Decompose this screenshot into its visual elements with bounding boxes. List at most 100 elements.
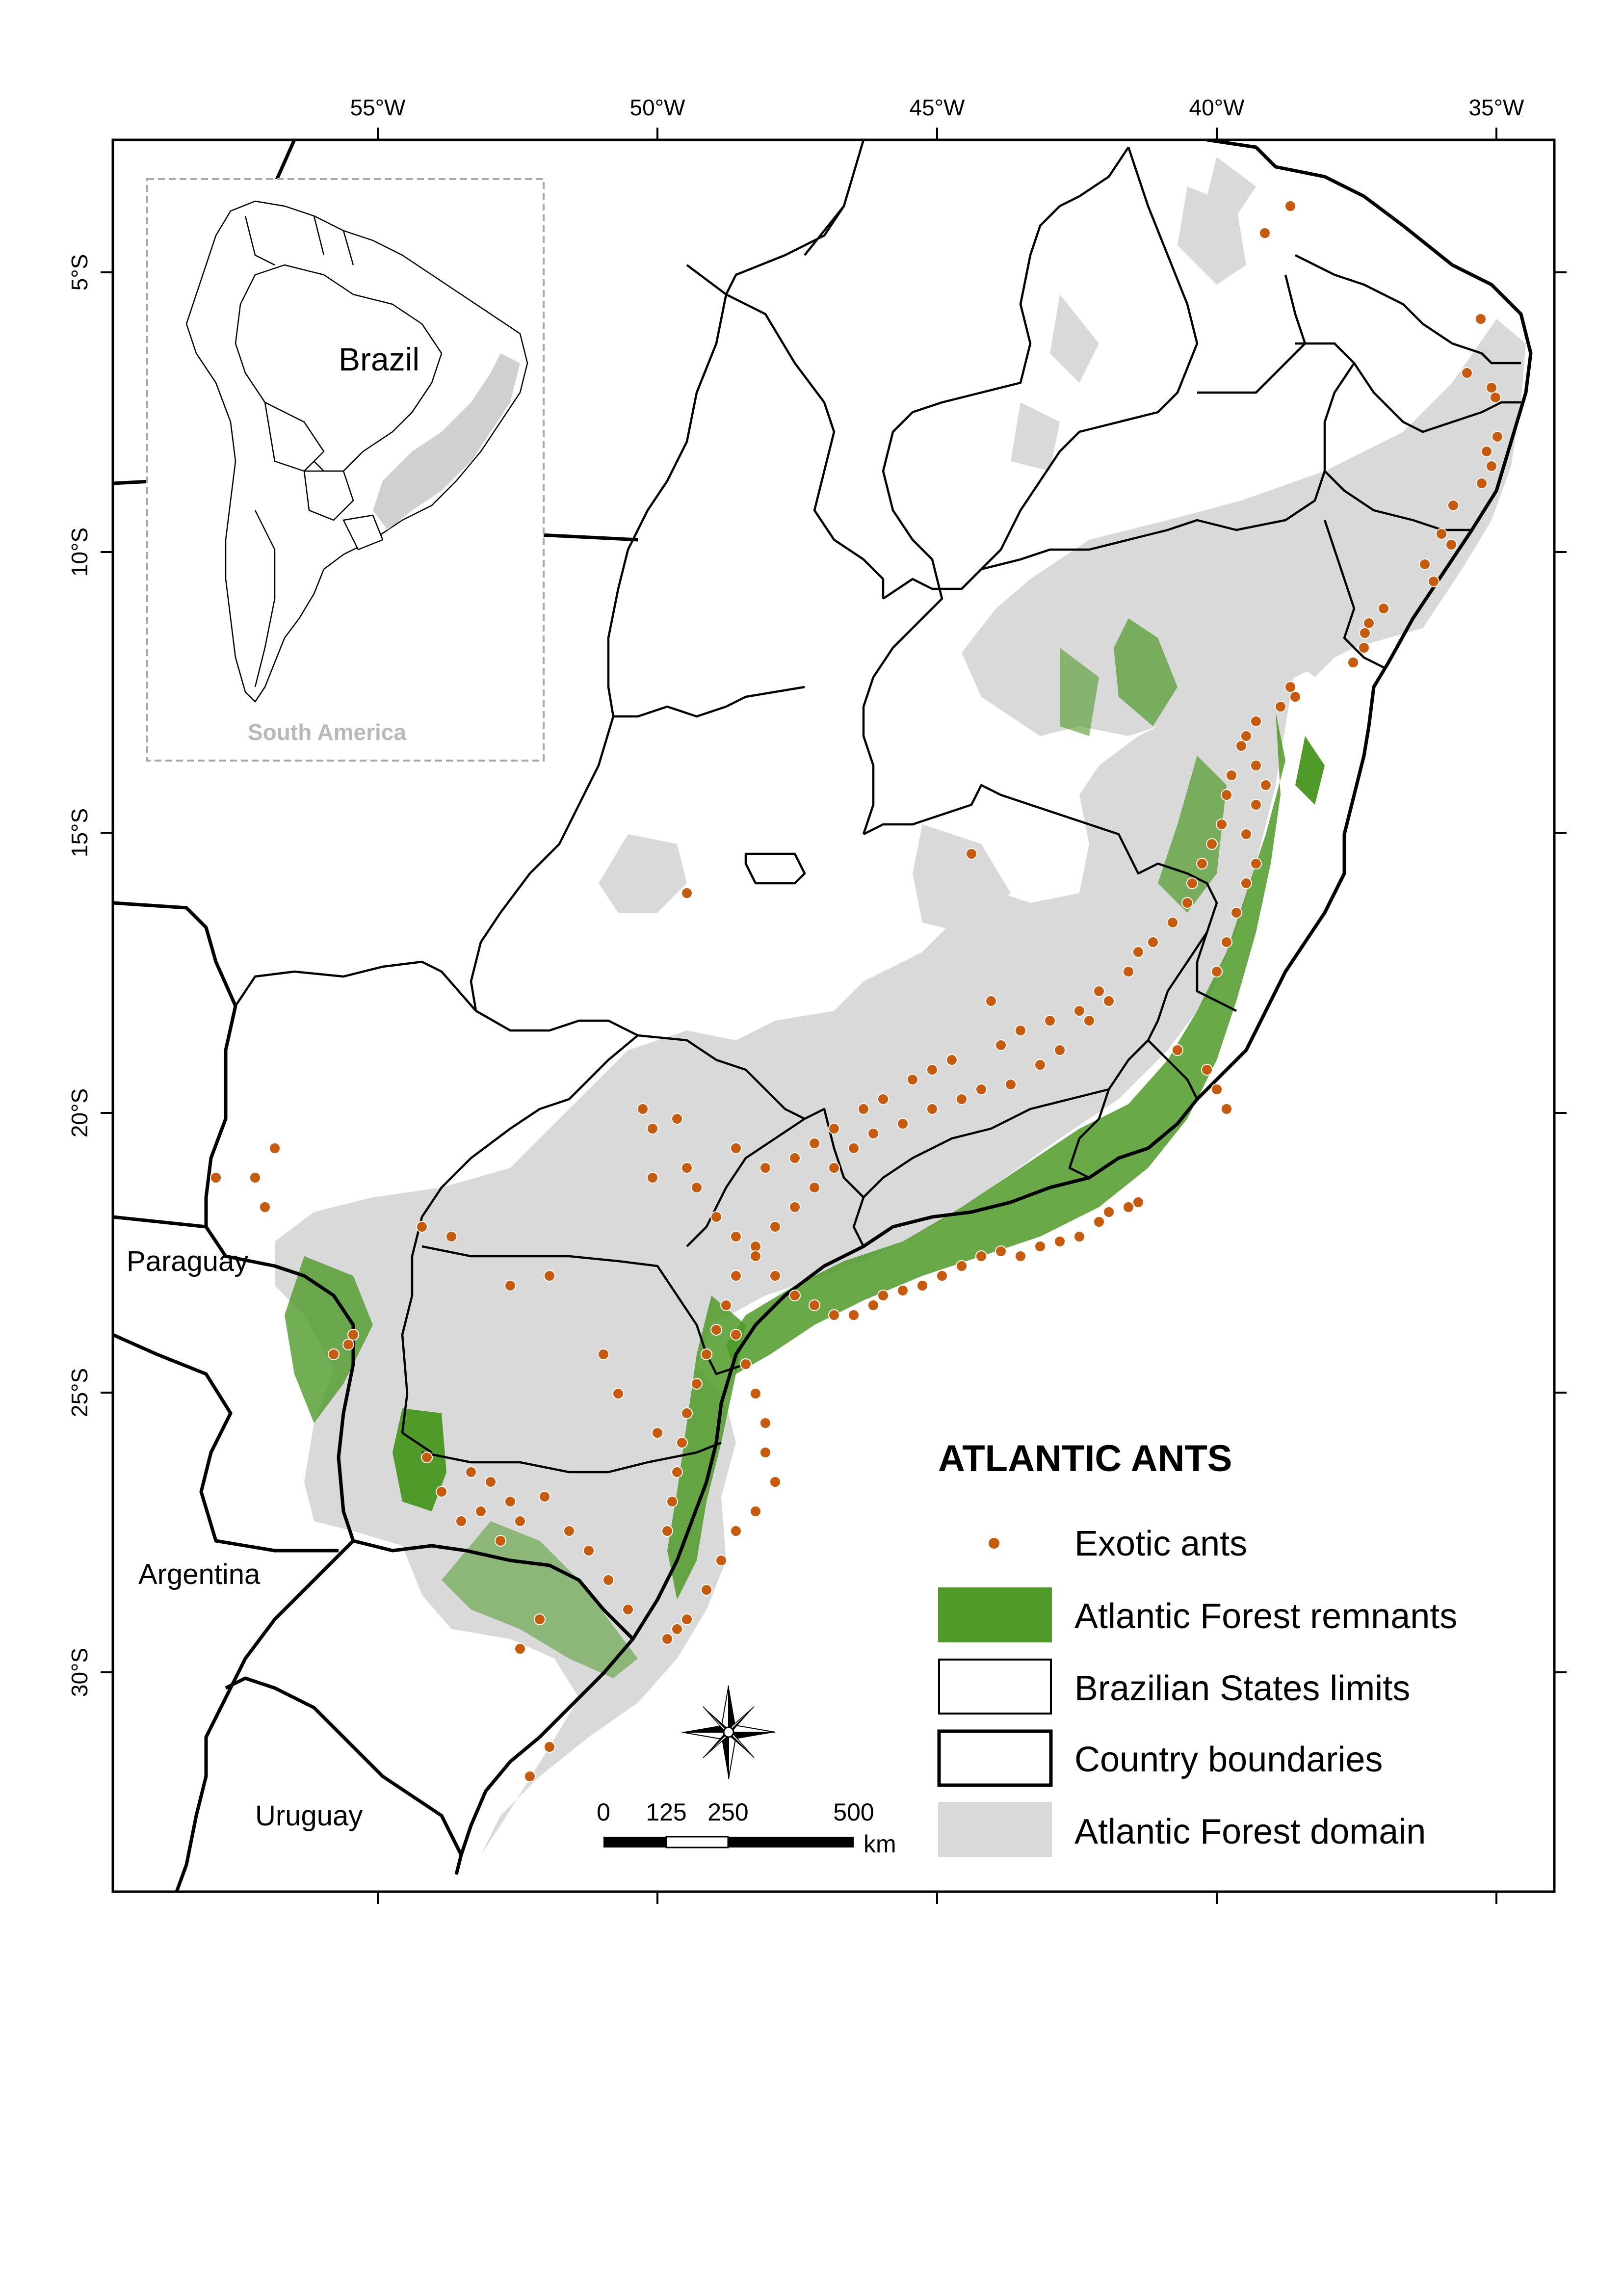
ant-point [1103, 995, 1115, 1007]
ant-point [514, 1515, 526, 1527]
ant-point [1073, 1005, 1085, 1017]
ant-point [858, 1103, 869, 1115]
inset-map: Brazil South America [146, 178, 545, 762]
latitude-ticks [101, 271, 1567, 1673]
ant-point [730, 1270, 742, 1282]
ant-point [1359, 627, 1371, 639]
ant-point [759, 1162, 771, 1174]
ant-point [789, 1201, 801, 1213]
ant-point [534, 1613, 546, 1625]
legend-label-country-boundaries: Country boundaries [1074, 1740, 1383, 1779]
ant-point [1015, 1250, 1026, 1262]
ant-point [681, 1613, 693, 1625]
ant-point [1419, 558, 1431, 570]
ant-point [1445, 539, 1457, 551]
ant-point [1250, 799, 1262, 811]
ant-point [926, 1064, 938, 1076]
ant-point [1436, 528, 1447, 540]
lon-label-40: 40°W [1189, 95, 1245, 120]
ant-point [759, 1447, 771, 1458]
ant-point [907, 1074, 918, 1085]
ant-point [897, 1118, 909, 1130]
ant-point [1363, 617, 1375, 629]
ant-point [485, 1476, 497, 1488]
ant-point [1054, 1236, 1066, 1247]
ant-point [1206, 838, 1218, 850]
ant-point [1481, 446, 1492, 457]
ant-point [436, 1486, 447, 1498]
ant-point [1034, 1059, 1046, 1071]
ant-point [602, 1574, 614, 1586]
ant-point [926, 1103, 938, 1115]
scale-segment-3 [728, 1837, 854, 1847]
ant-point [750, 1240, 761, 1252]
ant-point [1486, 382, 1497, 394]
ant-point [1083, 1015, 1095, 1027]
legend-label-forest-domain: Atlantic Forest domain [1074, 1812, 1426, 1851]
ant-point [1284, 200, 1296, 212]
ant-point [1250, 858, 1262, 870]
ant-point [539, 1491, 550, 1503]
state-limits-layer [235, 140, 1521, 1474]
ant-point [916, 1280, 928, 1292]
ant-point [809, 1182, 820, 1193]
label-paraguay: Paraguay [127, 1245, 248, 1277]
ant-point [342, 1339, 354, 1350]
ant-point [769, 1476, 781, 1488]
ant-point [666, 1496, 678, 1507]
ant-point [1230, 907, 1242, 919]
ant-point [877, 1290, 889, 1301]
ant-point [828, 1123, 840, 1135]
ant-point [1093, 985, 1105, 997]
ant-point [1186, 877, 1198, 889]
ant-point [622, 1604, 634, 1615]
ant-point [1211, 966, 1223, 977]
ant-point [1428, 576, 1440, 587]
lat-label-30: 30°S [67, 1648, 92, 1697]
ant-point [1240, 877, 1252, 889]
scale-label-0: 0 [597, 1798, 610, 1826]
ant-point [524, 1770, 536, 1782]
ant-point [701, 1584, 712, 1596]
ant-point [1240, 730, 1252, 742]
ant-point [867, 1128, 879, 1139]
ant-point [652, 1427, 663, 1439]
ant-point [1250, 760, 1262, 771]
ant-point [347, 1329, 359, 1341]
ant-point [750, 1505, 761, 1517]
ant-point [1235, 740, 1247, 752]
lat-label-25: 25°S [67, 1368, 92, 1417]
ant-point [1447, 500, 1459, 511]
ant-point [1181, 897, 1193, 909]
longitude-ticks [377, 128, 1497, 1904]
ant-point [455, 1515, 467, 1527]
label-uruguay: Uruguay [255, 1800, 363, 1832]
ant-point [691, 1378, 703, 1390]
legend-item-forest-domain: Atlantic Forest domain [938, 1802, 1426, 1857]
ant-point [676, 1437, 688, 1449]
ant-point [975, 1083, 987, 1095]
ant-point [730, 1329, 742, 1341]
ant-point [809, 1299, 820, 1311]
ant-point [671, 1466, 683, 1478]
ant-point [1240, 828, 1252, 840]
exotic-ants-layer [210, 200, 1503, 1782]
ant-point [1476, 477, 1488, 489]
ant-point [1196, 858, 1208, 870]
label-argentina: Argentina [138, 1558, 261, 1590]
inset-brazil-label: Brazil [339, 341, 419, 377]
ant-point [946, 1054, 958, 1066]
ant-point [612, 1388, 624, 1399]
ant-point [1378, 603, 1389, 614]
ant-point [1475, 313, 1487, 325]
legend-item-forest-remnants: Atlantic Forest remnants [938, 1587, 1457, 1642]
ant-point [544, 1270, 555, 1282]
ant-point [504, 1496, 516, 1507]
ant-point [848, 1142, 860, 1154]
ant-point [637, 1103, 649, 1115]
ant-point [1054, 1044, 1066, 1056]
forest-remnants-swatch-icon [938, 1587, 1052, 1642]
ant-point [789, 1152, 801, 1164]
legend-item-state-limits: Brazilian States limits [938, 1659, 1410, 1715]
ant-point [1201, 1064, 1213, 1076]
